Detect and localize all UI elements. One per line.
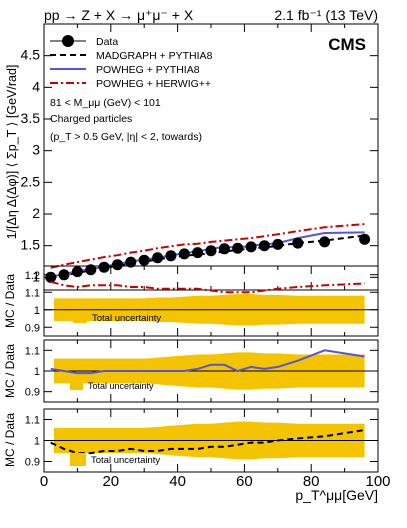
data-point-5 xyxy=(112,259,123,271)
ratio1-legend-swatch xyxy=(73,311,87,323)
data-point-0 xyxy=(45,271,57,283)
main-ytick-label-0: 1 xyxy=(32,268,40,284)
data-point-10 xyxy=(178,248,190,260)
ratio2-legend-swatch xyxy=(70,380,83,390)
r2-ytick-label-0: 0.9 xyxy=(25,387,40,399)
main-ytick-label-2: 2 xyxy=(32,205,40,221)
ratio-panel-pythia: 0.9 1 1.1 MC / Data Total uncertainty xyxy=(3,339,379,403)
r2-ytick-label-2: 1.1 xyxy=(25,345,40,357)
legend-item-madgraph: MADGRAPH + PYTHIA8 xyxy=(50,50,213,62)
data-point-12 xyxy=(205,245,217,257)
ratio3-y-ticks: 0.9 1 1.1 xyxy=(25,415,378,469)
mass-cut-annotation: 81 < M_μμ (GeV) < 101 xyxy=(50,97,161,109)
selection-annotation: (p_T > 0.5 GeV, |η| < 2, towards) xyxy=(50,131,202,143)
r3-ytick-label-0: 0.9 xyxy=(25,457,40,469)
main-ytick-label-6: 4 xyxy=(32,78,40,94)
ratio1-legend-label: Total uncertainty xyxy=(92,313,161,324)
data-point-2 xyxy=(71,266,83,278)
data-point-18 xyxy=(292,237,304,249)
ratio1-series xyxy=(50,280,365,294)
x-tick-label-80: 80 xyxy=(303,473,320,490)
legend-item-data: Data xyxy=(50,35,118,48)
data-point-13 xyxy=(218,243,230,255)
ratio2-series xyxy=(50,349,365,375)
main-y-axis-label: 1/[Δη Δ(Δφ)] ⟨ Σp_T ⟩ [GeV/rad] xyxy=(5,65,19,240)
x-tick-label-20: 20 xyxy=(102,473,119,490)
data-point-15 xyxy=(245,241,257,253)
main-panel: 1 1.5 2 2.5 3 3.5 4 4.5 1/[Δη Δ(Δφ)] ⟨ Σp_T ⟩ [… xyxy=(5,23,379,291)
r3-ratio-line xyxy=(50,429,365,455)
ratio-panel-herwig: 0.9 1 1.1 1.2 MC / Data Total uncertainty xyxy=(3,265,379,337)
ratio2-legend-label: Total uncertainty xyxy=(88,381,154,391)
r1-ytick-label-1: 1 xyxy=(34,305,40,317)
ratio2-y-axis-label: MC / Data xyxy=(3,344,17,398)
x-tick-label-40: 40 xyxy=(169,473,186,490)
r1-ytick-label-0: 0.9 xyxy=(25,322,40,334)
data-point-4 xyxy=(98,261,110,273)
legend-label-powheg-pythia: POWHEG + PYTHIA8 xyxy=(96,64,200,76)
data-point-11 xyxy=(192,247,204,259)
ratio3-legend-swatch xyxy=(70,453,86,466)
r2-ratio-line xyxy=(50,349,365,375)
x-tick-label-60: 60 xyxy=(236,473,253,490)
data-point-20 xyxy=(359,233,371,245)
data-points xyxy=(45,233,371,283)
main-legend: Data MADGRAPH + PYTHIA8 POWHEG + PYTHIA8… xyxy=(50,35,213,90)
legend-item-powheg-pythia: POWHEG + PYTHIA8 xyxy=(50,64,200,76)
ratio3-y-axis-label: MC / Data xyxy=(3,413,17,467)
ratio2-x-ticks xyxy=(43,340,379,402)
ratio2-y-ticks: 0.9 1 1.1 xyxy=(25,345,378,399)
main-ytick-label-5: 3.5 xyxy=(21,110,41,126)
main-ytick-label-7: 4.5 xyxy=(21,47,41,63)
data-point-17 xyxy=(272,238,284,250)
x-axis-label: p_T^μμ[GeV] xyxy=(295,487,378,503)
r3-ytick-label-1: 1 xyxy=(34,436,40,448)
ratio3-series xyxy=(50,429,365,455)
data-point-16 xyxy=(258,240,270,252)
legend-label-madgraph: MADGRAPH + PYTHIA8 xyxy=(96,50,213,62)
r1-ytick-label-2: 1.1 xyxy=(25,287,40,299)
ratio3-legend-label: Total uncertainty xyxy=(91,455,160,466)
data-point-6 xyxy=(125,256,137,268)
data-point-3 xyxy=(85,264,97,276)
cms-label: CMS xyxy=(328,35,366,54)
main-ytick-label-3: 2.5 xyxy=(21,173,41,189)
r2-ytick-label-1: 1 xyxy=(34,366,40,378)
ratio-panel-madgraph: 0.9 1 1.1 MC / Data Total uncertainty 0 20 4… xyxy=(3,408,391,503)
r1-ytick-label-3: 1.2 xyxy=(25,270,40,282)
data-point-1 xyxy=(58,269,70,281)
charged-particles-annotation: Charged particles xyxy=(50,113,132,125)
legend-marker-data xyxy=(62,35,74,47)
lumi-label: 2.1 fb⁻¹ (13 TeV) xyxy=(274,7,378,23)
x-tick-label-0: 0 xyxy=(40,473,48,490)
data-point-14 xyxy=(232,242,244,254)
ratio3-x-ticks xyxy=(43,409,379,472)
main-ytick-label-4: 3 xyxy=(32,142,40,158)
data-point-19 xyxy=(319,236,331,248)
ratio1-x-ticks xyxy=(43,266,379,336)
legend-label-powheg-herwig: POWHEG + HERWIG++ xyxy=(96,78,211,90)
series-line-powheg-herwig- xyxy=(50,223,365,269)
r3-ytick-label-2: 1.1 xyxy=(25,415,40,427)
legend-item-powheg-herwig: POWHEG + HERWIG++ xyxy=(50,78,211,90)
ratio1-y-axis-label: MC / Data xyxy=(3,274,17,328)
x-tick-label-100: 100 xyxy=(365,473,390,490)
data-point-9 xyxy=(165,250,177,262)
r1-ratio-line xyxy=(50,280,365,294)
main-ytick-label-1: 1.5 xyxy=(21,237,41,253)
data-point-8 xyxy=(152,252,164,264)
x-tick-labels: 0 20 40 60 80 100 xyxy=(40,473,391,490)
legend-label-data: Data xyxy=(96,36,118,48)
main-y-ticks: 1 1.5 2 2.5 3 3.5 4 4.5 xyxy=(21,47,378,284)
process-label: pp → Z + X → μ⁺μ⁻ + X xyxy=(44,7,194,23)
data-point-7 xyxy=(138,254,150,266)
ratio1-y-ticks: 0.9 1 1.1 1.2 xyxy=(25,270,378,334)
